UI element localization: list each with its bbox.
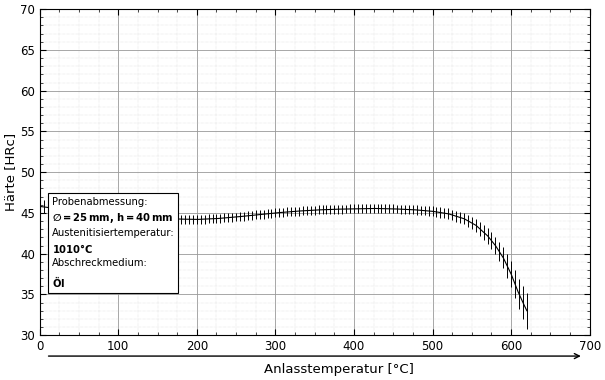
- Text: Probenabmessung:
$\bf{\varnothing}$$\bf{= 25\,mm,\,h = 40\,mm}$
Austenitisiertem: Probenabmessung: $\bf{\varnothing}$$\bf{…: [52, 196, 174, 289]
- Y-axis label: Härte [HRc]: Härte [HRc]: [4, 133, 17, 211]
- Text: Anlasstemperatur [°C]: Anlasstemperatur [°C]: [264, 363, 414, 376]
